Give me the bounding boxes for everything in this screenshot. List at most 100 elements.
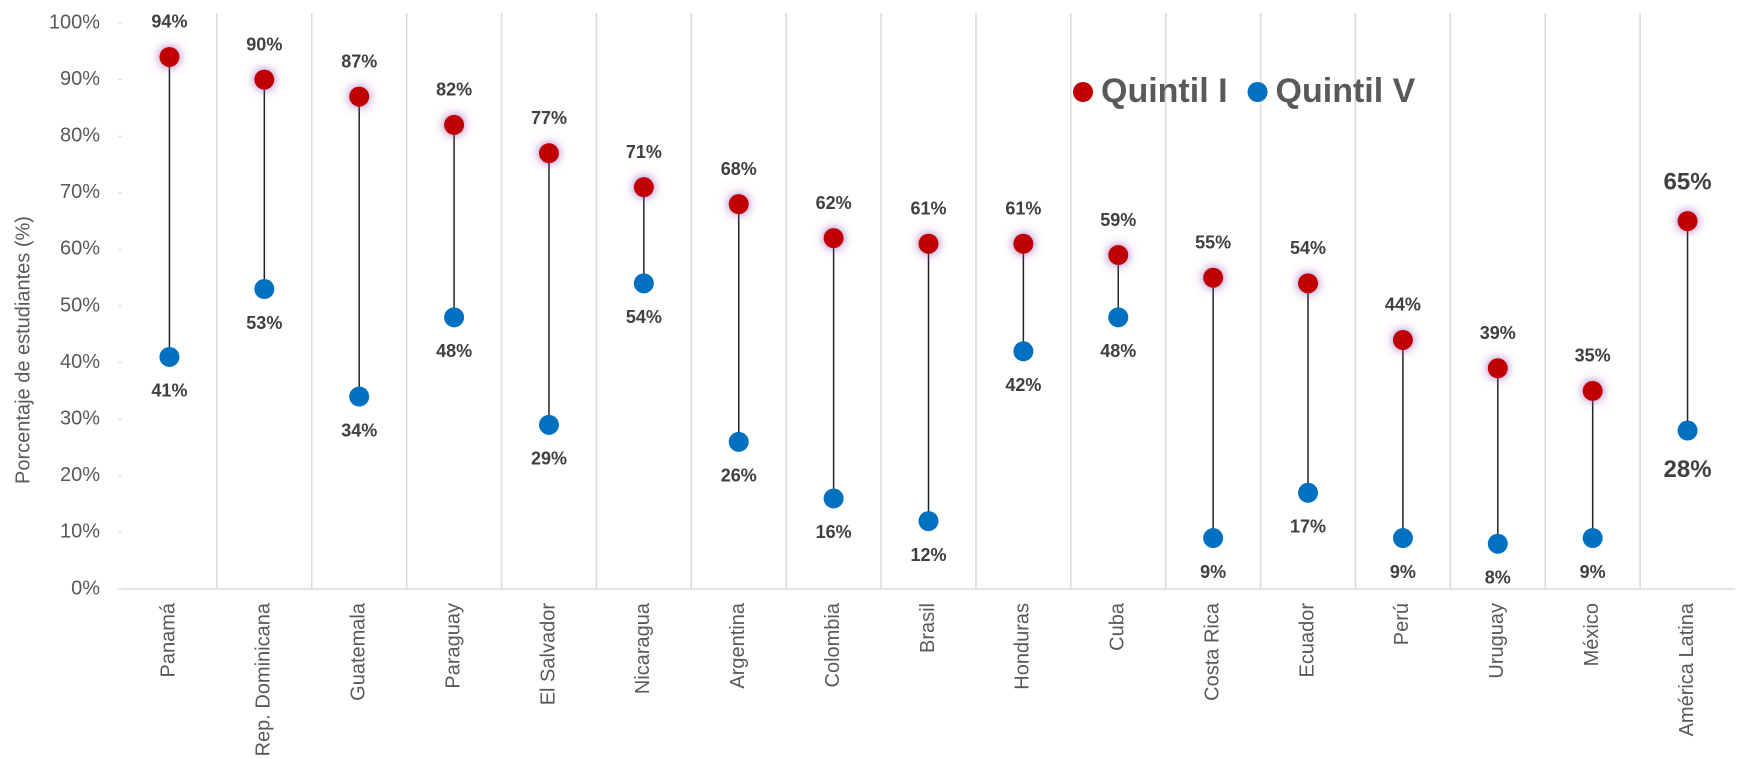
point [159,346,180,367]
y-tick-label: 20% [60,464,100,486]
data-label: 71% [626,142,662,162]
data-label: 77% [531,108,567,128]
point [444,307,465,328]
x-tick-label: Argentina [727,602,749,688]
point [349,386,370,407]
point [1677,420,1698,441]
point [444,114,465,135]
data-label: 94% [151,12,187,32]
point [728,194,749,215]
data-label: 54% [626,307,662,327]
point [1298,482,1319,503]
point [254,69,275,90]
x-tick-label: Colombia [822,602,844,687]
legend-marker [1247,82,1268,102]
point [1487,358,1508,379]
data-label: 48% [436,341,472,361]
data-label: 68% [721,159,757,179]
data-label: 26% [721,466,757,486]
y-tick-label: 70% [60,181,100,203]
x-tick-label: Panamá [158,602,180,677]
data-label: 9% [1200,562,1226,582]
y-tick-label: 60% [60,238,100,260]
point [1677,211,1698,232]
data-label: 62% [816,193,852,213]
point [633,177,654,198]
data-label: 28% [1664,456,1712,483]
x-tick-label: Guatemala [347,602,369,701]
y-tick-label: 30% [60,407,100,429]
x-tick-label: Honduras [1012,603,1034,690]
data-label: 8% [1485,567,1511,587]
data-label: 87% [341,51,377,71]
point [823,488,844,509]
point [1487,533,1508,554]
y-tick-label: 80% [60,124,100,146]
y-tick-label: 50% [60,294,100,316]
data-label: 29% [531,449,567,469]
x-tick-label: Costa Rica [1201,602,1223,701]
point [538,143,559,164]
data-label: 17% [1290,517,1326,537]
point [918,233,939,254]
x-tick-label: Nicaragua [632,602,654,694]
data-label: 35% [1575,346,1611,366]
point [1582,528,1603,549]
legend-label: Quintil V [1276,72,1416,110]
x-tick-label: América Latina [1676,602,1698,736]
y-tick-label: 40% [60,351,100,373]
x-tick-label: Uruguay [1486,603,1508,679]
data-label: 65% [1664,168,1712,195]
y-axis-title: Porcentaje de estudiantes (%) [12,216,34,484]
point [823,228,844,249]
point [1392,329,1413,350]
point [349,86,370,107]
point [254,279,275,300]
data-label: 9% [1580,562,1606,582]
data-label: 55% [1195,232,1231,252]
point [1108,245,1129,266]
point [633,273,654,294]
x-tick-label: México [1581,603,1603,666]
y-tick-label: 90% [60,68,100,90]
data-label: 39% [1480,323,1516,343]
legend-marker [1073,82,1093,102]
y-tick-label: 0% [71,577,100,599]
data-label: 54% [1290,238,1326,258]
x-tick-label: Perú [1391,603,1413,645]
x-tick-label: Ecuador [1296,603,1318,678]
data-label: 48% [1100,341,1136,361]
x-tick-label: El Salvador [537,603,559,706]
data-label: 59% [1100,210,1136,230]
point [1108,307,1129,328]
data-label: 61% [910,198,946,218]
x-tick-label: Rep. Dominicana [253,602,275,756]
data-label: 44% [1385,295,1421,315]
data-label: 61% [1005,198,1041,218]
point [1392,528,1413,549]
point [1298,273,1319,294]
point [1203,267,1224,288]
x-tick-label: Cuba [1107,602,1129,651]
legend-label: Quintil I [1101,72,1228,110]
y-tick-label: 10% [60,521,100,543]
x-tick-label: Paraguay [442,603,464,689]
data-label: 90% [246,34,282,54]
data-label: 34% [341,420,377,440]
point [728,431,749,452]
data-label: 42% [1005,375,1041,395]
point [1013,341,1034,362]
data-label: 16% [816,522,852,542]
point [1582,380,1603,401]
point [918,511,939,532]
point [1203,528,1224,549]
point [159,46,180,67]
point [1013,233,1034,254]
data-label: 9% [1390,562,1416,582]
data-label: 12% [910,545,946,565]
data-label: 41% [151,381,187,401]
data-label: 82% [436,80,472,100]
point [538,414,559,435]
data-label: 53% [246,313,282,333]
